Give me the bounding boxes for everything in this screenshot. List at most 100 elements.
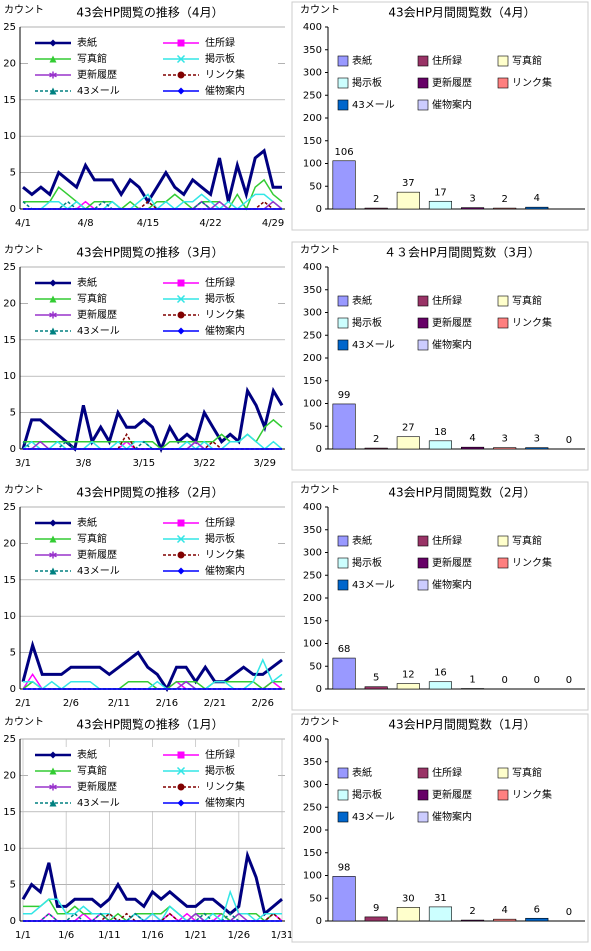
legend-label: 掲示板 bbox=[352, 556, 382, 569]
legend-marker bbox=[177, 783, 185, 791]
legend-label: 催物案内 bbox=[205, 564, 245, 577]
legend-label: 表紙 bbox=[352, 534, 372, 547]
legend-label: 更新履歴 bbox=[77, 548, 117, 561]
legend-label: 催物案内 bbox=[432, 578, 472, 591]
y-axis-label: カウント bbox=[4, 244, 44, 256]
panel-border bbox=[291, 241, 589, 471]
legend-marker bbox=[177, 799, 185, 807]
x-tick-label: 3/29 bbox=[253, 458, 275, 469]
legend-label: 表紙 bbox=[77, 748, 97, 761]
y-axis-label: カウント bbox=[300, 4, 340, 16]
legend-label: 掲示板 bbox=[352, 788, 382, 801]
y-tick-label: 150 bbox=[303, 616, 322, 627]
bar bbox=[364, 916, 388, 922]
x-tick-label: 4/15 bbox=[137, 218, 159, 229]
legend-marker bbox=[49, 55, 57, 63]
legend-swatch bbox=[337, 339, 349, 351]
bar bbox=[396, 683, 420, 690]
legend-marker bbox=[49, 535, 57, 543]
bar bbox=[493, 447, 517, 450]
y-tick-label: 10 bbox=[3, 843, 16, 854]
legend-swatch bbox=[497, 77, 509, 89]
legend-label: 住所録 bbox=[432, 534, 462, 547]
bar bbox=[364, 447, 388, 450]
bar bbox=[493, 918, 517, 922]
y-tick-label: 250 bbox=[303, 570, 322, 581]
bar bbox=[428, 200, 452, 210]
legend-swatch bbox=[337, 579, 349, 591]
y-axis-label: カウント bbox=[4, 4, 44, 16]
legend-label: 住所録 bbox=[205, 36, 235, 49]
value-label: 17 bbox=[434, 187, 447, 198]
value-label: 6 bbox=[534, 904, 540, 915]
legend-box bbox=[28, 515, 278, 579]
chart-title: 43会HP閲覧の推移（4月） bbox=[76, 6, 223, 20]
bar bbox=[525, 447, 549, 450]
chart-title: 43会HP月間閲覧数（1月） bbox=[388, 717, 535, 732]
bar bbox=[428, 681, 452, 690]
value-label: 4 bbox=[534, 193, 540, 204]
y-tick-label: 50 bbox=[309, 893, 322, 904]
x-tick-label: 3/15 bbox=[133, 458, 155, 469]
legend-label: 住所録 bbox=[205, 276, 235, 289]
x-tick-label: 3/22 bbox=[193, 458, 215, 469]
legend-swatch bbox=[337, 99, 349, 111]
value-label: 0 bbox=[534, 675, 540, 686]
y-tick-label: 50 bbox=[309, 421, 322, 432]
y-tick-label: 200 bbox=[303, 825, 322, 836]
value-label: 27 bbox=[402, 423, 415, 434]
legend-label: 写真館 bbox=[77, 52, 107, 65]
legend-swatch bbox=[497, 295, 509, 307]
legend-label: リンク集 bbox=[512, 788, 552, 801]
y-tick-label: 10 bbox=[3, 371, 16, 382]
value-label: 1 bbox=[469, 675, 475, 686]
y-tick-label: 5 bbox=[10, 648, 16, 659]
legend-label: リンク集 bbox=[512, 76, 552, 89]
legend-marker bbox=[49, 519, 57, 527]
legend-marker bbox=[49, 87, 57, 95]
y-tick-label: 25 bbox=[3, 262, 16, 273]
legend-label: 更新履歴 bbox=[77, 68, 117, 81]
legend-swatch bbox=[417, 811, 429, 823]
legend-label: 写真館 bbox=[512, 294, 542, 307]
legend-marker bbox=[177, 71, 185, 79]
y-axis-label: カウント bbox=[4, 716, 44, 728]
legend-label: 写真館 bbox=[77, 532, 107, 545]
legend-label: 催物案内 bbox=[205, 84, 245, 97]
legend-marker bbox=[49, 552, 57, 558]
legend-label: 43メール bbox=[352, 340, 395, 351]
x-tick-label: 3/8 bbox=[75, 458, 91, 469]
legend-marker bbox=[49, 72, 57, 78]
y-tick-label: 350 bbox=[303, 757, 322, 768]
legend-label: 写真館 bbox=[77, 292, 107, 305]
legend-label: 更新履歴 bbox=[432, 76, 472, 89]
value-label: 30 bbox=[402, 893, 415, 904]
legend-box bbox=[28, 747, 278, 811]
legend-swatch bbox=[417, 789, 429, 801]
legend-label: 掲示板 bbox=[205, 292, 235, 305]
legend-swatch bbox=[417, 77, 429, 89]
y-axis-label: カウント bbox=[4, 484, 44, 496]
series-line bbox=[21, 640, 283, 693]
y-tick-label: 5 bbox=[10, 408, 16, 419]
y-tick-label: 5 bbox=[10, 880, 16, 891]
y-tick-label: 0 bbox=[316, 204, 322, 215]
x-tick-label: 2/21 bbox=[204, 698, 226, 709]
legend-marker bbox=[177, 327, 185, 335]
value-label: 3 bbox=[469, 194, 475, 205]
legend-label: リンク集 bbox=[205, 780, 245, 793]
value-label: 0 bbox=[566, 907, 572, 918]
value-label: 4 bbox=[502, 905, 508, 916]
y-tick-label: 250 bbox=[303, 802, 322, 813]
y-tick-label: 15 bbox=[3, 575, 16, 586]
legend-marker bbox=[177, 567, 185, 575]
legend-marker bbox=[177, 279, 185, 287]
legend-marker bbox=[176, 54, 186, 64]
bar bbox=[428, 440, 452, 450]
y-tick-label: 0 bbox=[10, 684, 16, 695]
bar bbox=[525, 206, 549, 210]
value-label: 3 bbox=[534, 434, 540, 445]
legend-label: 表紙 bbox=[77, 516, 97, 529]
y-tick-label: 200 bbox=[303, 113, 322, 124]
series-line bbox=[22, 148, 282, 205]
